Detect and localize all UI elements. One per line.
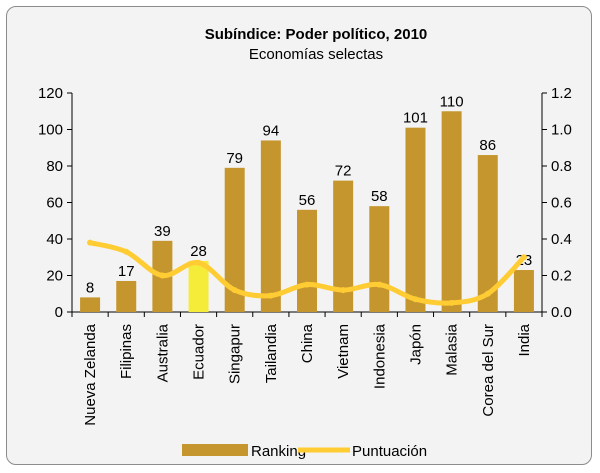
- bar: [260, 140, 281, 312]
- x-tick-label: Corea del Sur: [480, 324, 497, 417]
- bar: [477, 155, 498, 312]
- line-point: [448, 299, 455, 306]
- bar: [224, 167, 245, 312]
- chart-title: Subíndice: Poder político, 2010: [205, 26, 428, 43]
- y-left-tick-label: 20: [46, 268, 63, 285]
- bar-value-label: 8: [86, 279, 94, 296]
- legend-label-ranking: Ranking: [251, 443, 306, 460]
- x-tick-label: Nueva Zelanda: [82, 323, 99, 425]
- y-right-tick-label: 0.0: [551, 304, 572, 321]
- bar-value-label: 56: [299, 192, 316, 209]
- line-point: [376, 281, 383, 288]
- y-right-tick-label: 1.2: [551, 85, 572, 102]
- y-right-tick-label: 0.4: [551, 231, 572, 248]
- bar-value-label: 79: [226, 150, 243, 167]
- line-point: [304, 281, 310, 288]
- plot-area: 0 20 40 60 80 100 120 0.0 0.2 0.4 0.6 0.8 1.0 1.2 8 17 3…: [38, 85, 572, 426]
- bar-value-label: 86: [479, 137, 496, 154]
- line-point: [484, 290, 491, 297]
- line-point: [412, 296, 419, 303]
- bar: [405, 127, 426, 312]
- x-tick-label: Malasia: [444, 323, 461, 375]
- y-right-tick-label: 0.6: [551, 195, 572, 212]
- bar: [116, 280, 137, 312]
- bar: [297, 209, 317, 312]
- chart-subtitle: Economías selectas: [249, 46, 383, 63]
- y-left-tick-label: 120: [38, 85, 63, 102]
- legend: Ranking Puntuación: [182, 443, 427, 460]
- legend-swatch-ranking: [182, 444, 248, 456]
- y-left-tick-label: 80: [46, 158, 63, 175]
- x-tick-label: Singapur: [227, 324, 244, 384]
- line-point: [159, 272, 166, 279]
- x-tick-label: Japón: [407, 324, 424, 365]
- x-tick-label: Tailandia: [263, 323, 280, 383]
- x-tick-label: Vietnam: [335, 324, 352, 379]
- y-left-tick-label: 0: [55, 304, 63, 321]
- x-tick-label: Indonesia: [371, 323, 388, 389]
- bar-value-label: 28: [190, 243, 207, 260]
- bar-value-label: 39: [154, 223, 171, 240]
- line-point: [267, 292, 274, 299]
- y-left-tick-label: 40: [46, 231, 63, 248]
- bar: [513, 270, 534, 312]
- x-tick-label: China: [299, 323, 316, 363]
- bar-value-label: 17: [118, 263, 135, 280]
- y-right-tick-label: 0.2: [551, 268, 572, 285]
- line-point: [87, 239, 94, 246]
- line-point: [123, 248, 130, 255]
- x-tick-label: Ecuador: [191, 324, 208, 380]
- y-left-tick-label: 60: [46, 195, 63, 212]
- bar-value-label: 94: [263, 122, 280, 139]
- bar: [333, 180, 354, 312]
- y-right-tick-label: 1.0: [551, 122, 572, 139]
- y-left-tick-label: 100: [38, 122, 63, 139]
- bar: [441, 111, 462, 312]
- bar: [188, 260, 209, 312]
- bar: [369, 206, 390, 312]
- line-point: [340, 287, 347, 294]
- legend-label-puntuacion: Puntuación: [352, 443, 427, 460]
- bar: [80, 297, 101, 312]
- line-point: [195, 259, 202, 266]
- bar-value-label: 110: [440, 93, 464, 110]
- y-right-tick-label: 0.8: [551, 158, 572, 175]
- bar-value-label: 101: [403, 110, 428, 127]
- line-point: [520, 254, 527, 261]
- x-tick-label: Australia: [154, 323, 171, 382]
- x-tick-label: Filipinas: [118, 324, 135, 379]
- line-point: [231, 287, 238, 294]
- x-tick-label: India: [516, 323, 533, 356]
- bar-value-label: 58: [371, 188, 388, 205]
- bar-value-label: 72: [335, 163, 352, 180]
